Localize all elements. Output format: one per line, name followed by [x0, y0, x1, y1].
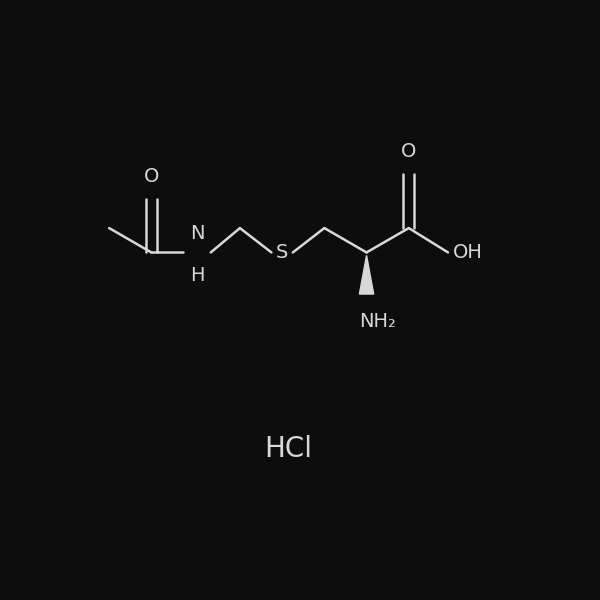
Text: S: S [276, 243, 289, 262]
Text: N: N [190, 224, 205, 243]
Text: HCl: HCl [264, 434, 312, 463]
Polygon shape [359, 256, 374, 294]
Text: NH₂: NH₂ [359, 313, 395, 331]
Text: OH: OH [452, 243, 482, 262]
Text: H: H [190, 266, 205, 284]
Text: O: O [401, 142, 416, 161]
Text: O: O [144, 167, 159, 186]
